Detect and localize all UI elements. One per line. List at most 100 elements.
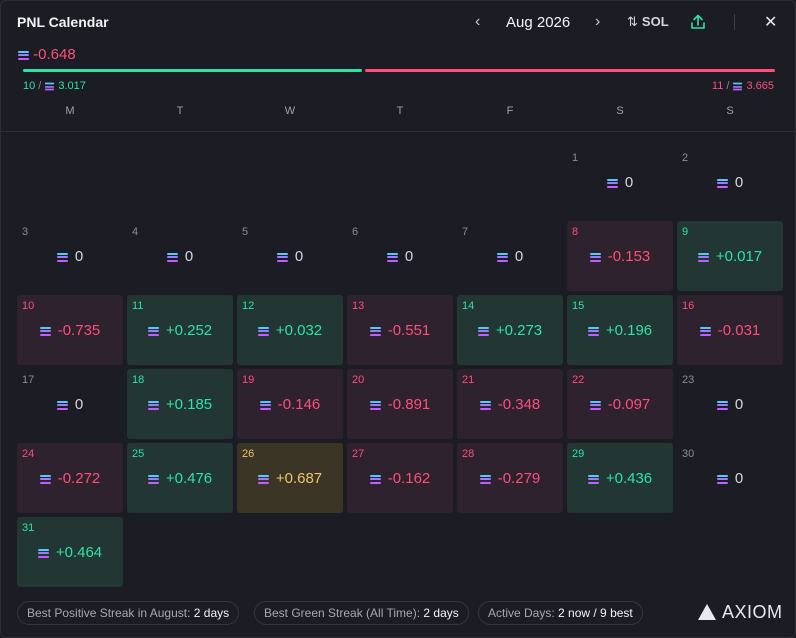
day-cell[interactable]: 30 0: [677, 443, 783, 513]
day-pnl-value: 0: [734, 470, 744, 487]
day-cell[interactable]: 31 +0.464: [17, 517, 123, 587]
day-pnl: 0: [457, 248, 563, 265]
day-number: 31: [22, 522, 35, 534]
day-number: 10: [22, 300, 35, 312]
day-cell[interactable]: 10 -0.735: [17, 295, 123, 365]
day-pnl: +0.032: [237, 322, 343, 339]
day-pnl-value: +0.032: [275, 322, 323, 339]
weekday-label: T: [396, 105, 404, 117]
close-icon[interactable]: ✕: [764, 14, 778, 31]
day-pnl-value: -0.272: [57, 470, 101, 487]
day-cell[interactable]: 16 -0.031: [677, 295, 783, 365]
day-cell[interactable]: 24 -0.272: [17, 443, 123, 513]
total-pnl-value: -0.648: [33, 46, 76, 63]
day-pnl-value: +0.436: [605, 470, 653, 487]
sort-arrows-icon: ⇅: [627, 14, 638, 29]
sol-icon: [697, 252, 709, 262]
day-cell[interactable]: 27 -0.162: [347, 443, 453, 513]
day-cell[interactable]: 29 +0.436: [567, 443, 673, 513]
day-cell[interactable]: 20 -0.891: [347, 369, 453, 439]
day-pnl-value: -0.279: [497, 470, 541, 487]
sol-icon: [716, 400, 728, 410]
day-pnl: -0.097: [567, 396, 673, 413]
sol-icon: [39, 326, 51, 336]
axiom-logo-icon: [698, 604, 716, 620]
active-days-badge: Active Days: 2 now / 9 best: [478, 601, 643, 625]
day-number: 13: [352, 300, 365, 312]
day-cell[interactable]: 25 +0.476: [127, 443, 233, 513]
day-pnl-value: +0.687: [275, 470, 323, 487]
header-divider: [1, 131, 796, 132]
sol-icon: [587, 474, 599, 484]
sol-icon: [606, 178, 618, 188]
day-cell[interactable]: 15 +0.196: [567, 295, 673, 365]
total-pnl: -0.648: [18, 46, 76, 63]
currency-toggle[interactable]: ⇅ SOL: [627, 14, 669, 30]
active-days-value: 2 now / 9 best: [558, 606, 633, 620]
positive-streak-badge: Best Positive Streak in August: 2 days: [17, 601, 240, 625]
day-pnl: 0: [17, 396, 123, 413]
sol-icon: [39, 474, 51, 484]
day-number: 28: [462, 448, 475, 460]
day-pnl: -0.153: [567, 248, 673, 265]
green-days-summary: 10/ 3.017: [23, 80, 86, 92]
day-number: 24: [22, 448, 35, 460]
positive-streak-value: 2 days: [193, 606, 230, 620]
day-pnl-value: 0: [514, 248, 524, 265]
day-cell[interactable]: 23 0: [677, 369, 783, 439]
day-pnl-value: 0: [294, 248, 304, 265]
day-number: 6: [352, 226, 359, 238]
sol-icon: [369, 400, 381, 410]
sol-icon: [587, 326, 599, 336]
sol-icon: [479, 400, 491, 410]
month-label: Aug 2026: [506, 14, 571, 31]
day-cell[interactable]: 19 -0.146: [237, 369, 343, 439]
day-pnl-value: -0.097: [607, 396, 651, 413]
day-pnl: 0: [127, 248, 233, 265]
weekday-header: M T W T F S S: [15, 105, 785, 119]
sol-icon: [386, 252, 398, 262]
chevron-left-icon[interactable]: ‹: [475, 13, 481, 30]
day-pnl: 0: [237, 248, 343, 265]
sol-icon: [716, 474, 728, 484]
share-icon[interactable]: [689, 13, 707, 31]
sol-icon: [37, 548, 49, 558]
day-cell[interactable]: 18 +0.185: [127, 369, 233, 439]
sol-icon: [45, 82, 55, 90]
sol-icon: [257, 326, 269, 336]
day-number: 7: [462, 226, 469, 238]
day-pnl: -0.551: [347, 322, 453, 339]
weekday-label: W: [284, 105, 296, 117]
day-cell[interactable]: 9 +0.017: [677, 221, 783, 291]
day-cell[interactable]: 21 -0.348: [457, 369, 563, 439]
day-cell[interactable]: 14 +0.273: [457, 295, 563, 365]
day-pnl: +0.017: [677, 248, 783, 265]
sol-icon: [259, 400, 271, 410]
day-number: 2: [682, 152, 689, 164]
day-cell[interactable]: 12 +0.032: [237, 295, 343, 365]
day-pnl-value: -0.891: [387, 396, 431, 413]
day-cell[interactable]: 22 -0.097: [567, 369, 673, 439]
day-cell[interactable]: 17 0: [17, 369, 123, 439]
day-pnl: 0: [567, 174, 673, 191]
day-pnl: -0.348: [457, 396, 563, 413]
day-number: 14: [462, 300, 475, 312]
day-pnl: 0: [17, 248, 123, 265]
sol-icon: [589, 400, 601, 410]
day-cell[interactable]: 13 -0.551: [347, 295, 453, 365]
day-cell[interactable]: 28 -0.279: [457, 443, 563, 513]
day-cell[interactable]: 8 -0.153: [567, 221, 673, 291]
day-cell[interactable]: 26 +0.687: [237, 443, 343, 513]
day-pnl: 0: [347, 248, 453, 265]
day-pnl: 0: [677, 396, 783, 413]
chevron-right-icon[interactable]: ›: [595, 13, 601, 30]
day-pnl-value: 0: [734, 396, 744, 413]
day-cell[interactable]: 11 +0.252: [127, 295, 233, 365]
